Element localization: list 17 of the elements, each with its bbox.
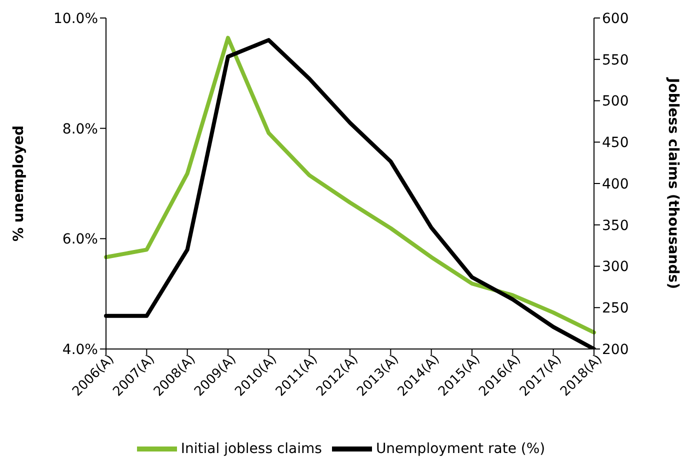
y2-tick-label: 250 — [602, 300, 629, 317]
y2-tick-label: 450 — [602, 135, 629, 152]
y-tick-label: 10.0% — [54, 10, 98, 27]
y2-tick-label: 550 — [602, 52, 629, 68]
y-axis-title: % unemployed — [10, 126, 27, 242]
y2-tick-label: 300 — [602, 259, 629, 276]
y2-tick-label: 400 — [602, 176, 629, 192]
y-tick-label: 6.0% — [62, 232, 98, 248]
legend-label: Unemployment rate (%) — [376, 440, 546, 457]
y2-axis-title: Jobless claims (thousands) — [665, 77, 682, 289]
y-tick-label: 8.0% — [62, 121, 98, 138]
y-tick-label: 4.0% — [62, 342, 98, 358]
y2-tick-label: 500 — [602, 94, 629, 110]
y2-tick-label: 600 — [602, 10, 629, 27]
legend-label: Initial jobless claims — [180, 440, 322, 457]
y2-tick-label: 350 — [602, 218, 629, 234]
y2-tick-label: 200 — [602, 342, 629, 358]
